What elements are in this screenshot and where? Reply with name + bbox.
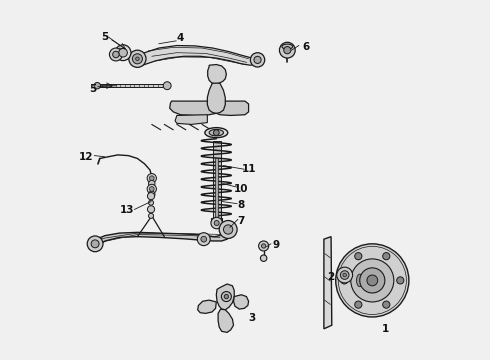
Circle shape [201, 236, 207, 242]
Circle shape [355, 253, 362, 260]
Polygon shape [175, 115, 207, 125]
Circle shape [397, 277, 404, 284]
Polygon shape [98, 84, 166, 87]
Circle shape [109, 48, 122, 61]
Polygon shape [324, 237, 332, 329]
Text: 5: 5 [89, 84, 96, 94]
Circle shape [214, 130, 219, 135]
Circle shape [360, 268, 385, 293]
Circle shape [254, 56, 261, 63]
Circle shape [341, 277, 348, 284]
Text: 9: 9 [273, 239, 280, 249]
Circle shape [341, 271, 349, 279]
Circle shape [355, 301, 362, 308]
Text: 3: 3 [248, 313, 256, 323]
Polygon shape [133, 45, 258, 67]
Ellipse shape [354, 271, 365, 290]
Polygon shape [197, 300, 216, 314]
Circle shape [219, 221, 237, 238]
Circle shape [221, 292, 231, 302]
Text: 5: 5 [101, 32, 108, 41]
Circle shape [132, 54, 143, 64]
Polygon shape [170, 101, 248, 116]
Circle shape [87, 236, 103, 252]
Ellipse shape [357, 274, 363, 287]
Circle shape [223, 225, 233, 234]
Text: 13: 13 [120, 206, 134, 216]
Polygon shape [234, 295, 248, 309]
Text: 2: 2 [327, 272, 335, 282]
Circle shape [284, 46, 291, 54]
Circle shape [279, 42, 295, 58]
Text: 8: 8 [238, 200, 245, 210]
Circle shape [147, 184, 156, 194]
Polygon shape [207, 83, 225, 113]
Circle shape [343, 273, 346, 277]
Circle shape [149, 176, 154, 180]
Circle shape [214, 221, 219, 226]
Text: 7: 7 [238, 216, 245, 226]
Polygon shape [208, 64, 226, 84]
Circle shape [211, 217, 222, 229]
Circle shape [91, 240, 99, 248]
Circle shape [224, 294, 228, 299]
Polygon shape [215, 158, 219, 218]
Circle shape [147, 193, 155, 200]
Text: 11: 11 [242, 164, 256, 174]
Circle shape [250, 53, 265, 67]
Circle shape [94, 82, 100, 89]
Circle shape [367, 275, 378, 286]
Circle shape [136, 57, 139, 60]
Circle shape [260, 255, 267, 261]
Text: 10: 10 [234, 184, 248, 194]
Circle shape [147, 206, 155, 213]
Circle shape [115, 45, 131, 60]
Polygon shape [93, 225, 236, 248]
Text: 6: 6 [302, 42, 310, 52]
Polygon shape [213, 140, 220, 218]
Circle shape [129, 50, 146, 67]
Polygon shape [218, 309, 234, 332]
Circle shape [197, 233, 210, 246]
Circle shape [383, 301, 390, 308]
Circle shape [119, 48, 127, 57]
Circle shape [148, 180, 155, 187]
Circle shape [163, 82, 171, 90]
Text: 1: 1 [382, 324, 389, 334]
Polygon shape [211, 218, 222, 223]
Circle shape [337, 267, 353, 283]
Circle shape [148, 213, 153, 219]
Text: 12: 12 [79, 152, 94, 162]
Circle shape [149, 186, 154, 191]
Circle shape [336, 244, 409, 317]
Polygon shape [216, 284, 234, 310]
Circle shape [148, 191, 155, 198]
Circle shape [259, 241, 269, 251]
Circle shape [351, 259, 394, 302]
Ellipse shape [205, 128, 228, 138]
Text: 4: 4 [177, 33, 184, 43]
Ellipse shape [209, 130, 223, 136]
Circle shape [147, 174, 156, 183]
Circle shape [383, 253, 390, 260]
Ellipse shape [282, 44, 293, 49]
Circle shape [113, 51, 119, 58]
Circle shape [148, 200, 153, 205]
Circle shape [262, 244, 266, 248]
